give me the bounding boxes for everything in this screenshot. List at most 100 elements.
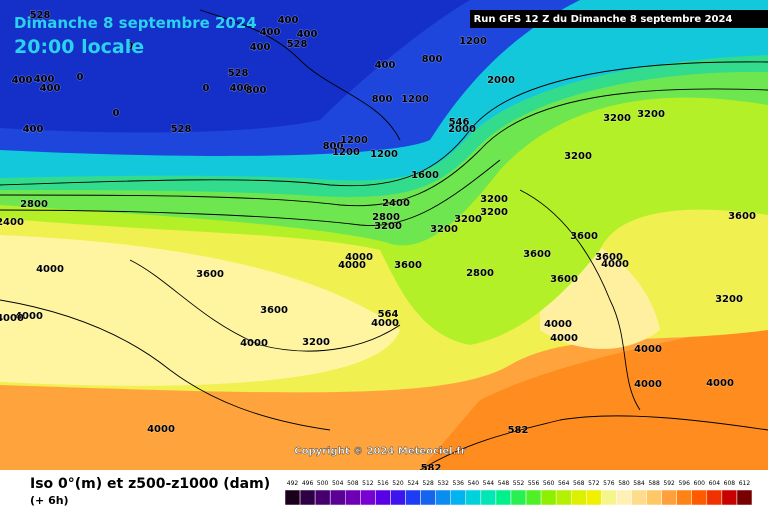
contour-label: 0 (77, 72, 84, 83)
contour-label: 2800 (20, 199, 48, 210)
footer-step: (+ 6h) (30, 494, 69, 507)
contour-label: 400 (12, 75, 33, 86)
contour-label: 3600 (394, 260, 422, 271)
legend-swatch (616, 489, 632, 506)
legend-label: 520 (392, 480, 404, 487)
contour-label: 3200 (454, 214, 482, 225)
contour-label: 4000 (634, 344, 662, 355)
contour-label: 3600 (728, 211, 756, 222)
legend-label: 568 (573, 480, 585, 487)
contour-label: 400 (375, 60, 396, 71)
contour-label: 400 (23, 124, 44, 135)
contour-label: 3600 (595, 252, 623, 263)
legend-swatch (631, 489, 647, 506)
contour-label: 4000 (601, 259, 629, 270)
contour-label: 528 (30, 10, 51, 21)
legend-label: 612 (739, 480, 751, 487)
map-time: 20:00 locale (14, 36, 144, 58)
legend-label: 600 (694, 480, 706, 487)
legend-label: 540 (468, 480, 480, 487)
contour-label: 2400 (382, 198, 410, 209)
contour-label: 4000 (15, 311, 43, 322)
contour-label: 582 (508, 425, 529, 436)
legend-label: 556 (528, 480, 540, 487)
legend-swatch (676, 489, 692, 506)
contour-label: 4000 (240, 338, 268, 349)
legend-label: 572 (588, 480, 600, 487)
legend-swatch (706, 489, 723, 506)
legend-label: 564 (558, 480, 570, 487)
legend-label: 608 (724, 480, 736, 487)
contour-label: 3200 (480, 194, 508, 205)
map-fill (0, 0, 768, 470)
contour-label: 3600 (550, 274, 578, 285)
contour-label: 400 (34, 74, 55, 85)
contour-label: 528 (228, 68, 249, 79)
legend-swatch (555, 489, 572, 506)
contour-label: 1200 (340, 135, 368, 146)
contour-label: 0 (113, 108, 120, 119)
legend-label: 496 (302, 480, 314, 487)
legend-swatch (586, 489, 602, 506)
contour-label: 1200 (401, 94, 429, 105)
contour-label: 3200 (480, 207, 508, 218)
contour-label: 3200 (603, 113, 631, 124)
contour-label: 400 (40, 83, 61, 94)
contour-label: 4000 (147, 424, 175, 435)
legend-label: 560 (543, 480, 555, 487)
contour-label: 800 (323, 141, 344, 152)
legend-label: 604 (709, 480, 721, 487)
legend-swatch (570, 489, 587, 506)
legend-swatch (435, 489, 451, 506)
contour-label: 800 (422, 54, 443, 65)
contour-label: 4000 (0, 313, 24, 324)
contour-label: 4000 (36, 264, 64, 275)
contour-label: 3200 (637, 109, 665, 120)
contour-label: 1200 (459, 36, 487, 47)
legend-label: 524 (407, 480, 419, 487)
legend-swatch (601, 489, 617, 506)
contours (0, 9, 768, 471)
legend-swatch (450, 489, 467, 506)
contour-label: 2400 (0, 217, 24, 228)
contour-label: 0 (203, 83, 210, 94)
contour-label: 3600 (570, 231, 598, 242)
legend-swatch (540, 489, 557, 506)
legend-swatch (495, 489, 512, 506)
legend-label: 588 (648, 480, 660, 487)
footer-title: Iso 0°(m) et z500-z1000 (dam) (30, 476, 270, 492)
run-info: Run GFS 12 Z du Dimanche 8 septembre 202… (474, 14, 733, 25)
legend-swatch (646, 489, 662, 506)
legend-label: 516 (377, 480, 389, 487)
color-legend: 492 496 500 504 508 512 516 520 524 528 532 536 540 5… (284, 480, 753, 506)
legend-swatch (345, 489, 361, 506)
contour-label: 400 (297, 29, 318, 40)
contour-label: 4000 (634, 379, 662, 390)
legend-swatch (721, 489, 738, 506)
legend-swatch (525, 489, 542, 506)
legend-label: 508 (347, 480, 359, 487)
contour-label: 400 (278, 15, 299, 26)
legend-label: 592 (663, 480, 675, 487)
contour-label: 3600 (196, 269, 224, 280)
legend-label: 532 (437, 480, 449, 487)
legend-swatch (284, 489, 301, 506)
legend-label: 576 (603, 480, 615, 487)
contour-label: 4000 (550, 333, 578, 344)
legend-swatch (661, 489, 677, 506)
legend-swatch (390, 489, 406, 506)
contour-label: 3200 (715, 294, 743, 305)
legend-swatch (299, 489, 316, 506)
contour-label: 4000 (371, 318, 399, 329)
contour-label: 4000 (544, 319, 572, 330)
legend-label: 544 (483, 480, 495, 487)
contour-label: 3200 (302, 337, 330, 348)
legend-label: 504 (332, 480, 344, 487)
contour-label: 4000 (338, 260, 366, 271)
contour-label: 3200 (430, 224, 458, 235)
contour-label: 528 (171, 124, 192, 135)
contour-label: 3200 (374, 221, 402, 232)
legend-swatch (691, 489, 708, 506)
